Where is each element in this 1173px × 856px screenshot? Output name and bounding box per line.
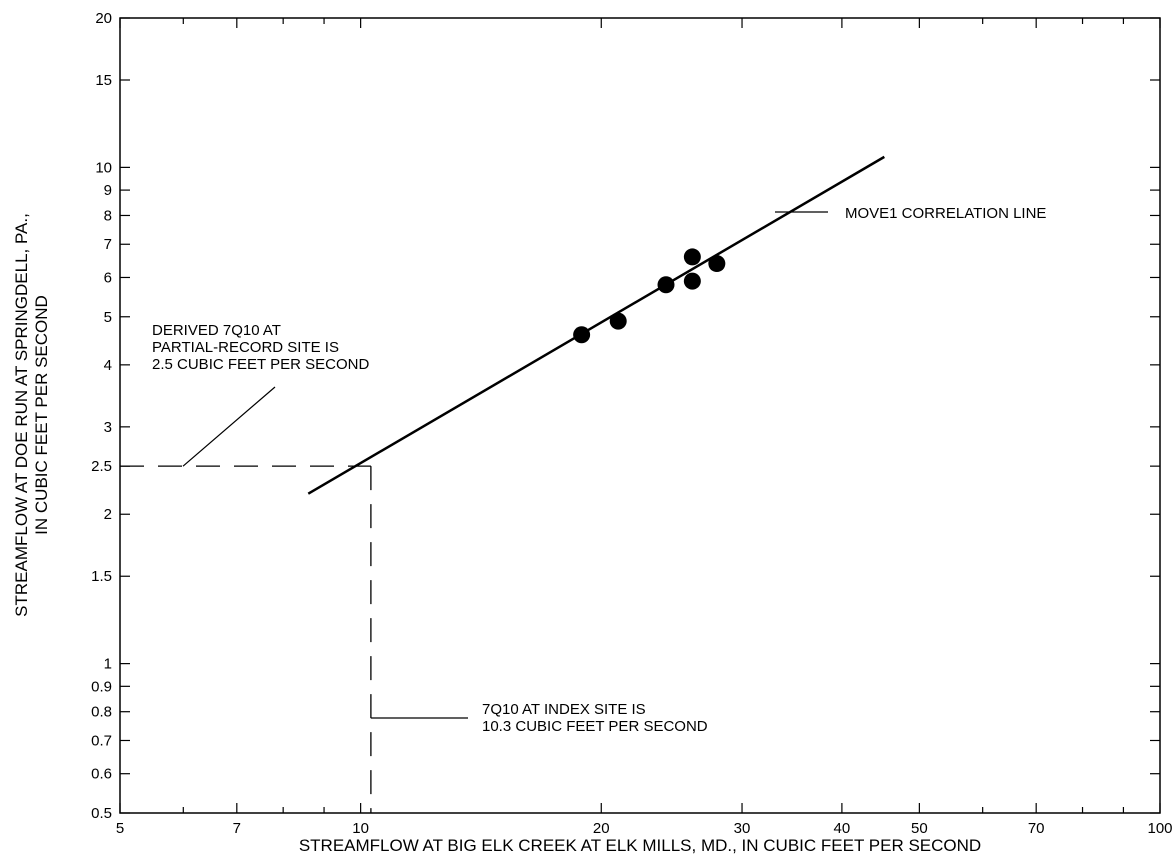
x-tick-label: 40 [834, 820, 851, 837]
x-axis-title: STREAMFLOW AT BIG ELK CREEK AT ELK MILLS… [299, 836, 981, 855]
index-7q10-label: 10.3 CUBIC FEET PER SECOND [482, 718, 708, 735]
data-point [683, 272, 701, 290]
data-point [683, 248, 701, 266]
data-point [609, 312, 627, 330]
data-point [573, 326, 591, 344]
move1-correlation-line [307, 155, 885, 495]
y-tick-label: 5 [104, 309, 112, 326]
y-tick-label: 3 [104, 419, 112, 436]
y-tick-label: 8 [104, 207, 112, 224]
x-tick-label: 5 [116, 820, 124, 837]
y-tick-label: 6 [104, 269, 112, 286]
y-tick-label: 0.9 [91, 678, 112, 695]
derived-7q10-label: 2.5 CUBIC FEET PER SECOND [152, 356, 369, 373]
data-series [307, 155, 885, 495]
x-tick-label: 7 [233, 820, 241, 837]
annotations: MOVE1 CORRELATION LINE DERIVED 7Q10 ATPAR… [152, 205, 1046, 735]
y-tick-label: 15 [95, 72, 112, 89]
plot-frame [119, 17, 1161, 814]
y-tick-label: 4 [104, 357, 112, 374]
y-axis-title-line-2: IN CUBIC FEET PER SECOND [32, 295, 51, 535]
derived-7q10-label: PARTIAL-RECORD SITE IS [152, 339, 339, 356]
y-tick-label: 1 [104, 656, 112, 673]
axis-ticks: 5 7 10 20 30 40 50 70 100 0.5 0.6 0.7 0.8 0.9 1 1.5 2 2.5… [91, 10, 1172, 837]
index-7q10-label: 7Q10 AT INDEX SITE IS [482, 701, 646, 718]
y-tick-label: 1.5 [91, 568, 112, 585]
x-tick-label: 50 [911, 820, 928, 837]
y-tick-label: 7 [104, 236, 112, 253]
y-tick-label: 9 [104, 182, 112, 199]
y-tick-label: 10 [95, 159, 112, 176]
x-tick-label: 70 [1028, 820, 1045, 837]
x-tick-label: 100 [1147, 820, 1172, 837]
y-axis-title-line-1: STREAMFLOW AT DOE RUN AT SPRINGDELL, PA.… [12, 213, 31, 617]
derived-7q10-leader-line [182, 386, 276, 467]
y-tick-label: 0.6 [91, 766, 112, 783]
y-tick-label: 20 [95, 10, 112, 27]
data-point [708, 255, 726, 273]
y-tick-label: 0.8 [91, 704, 112, 721]
derived-7q10-label: DERIVED 7Q10 AT [152, 322, 281, 339]
move1-label: MOVE1 CORRELATION LINE [845, 205, 1046, 222]
y-tick-label: 2.5 [91, 458, 112, 475]
x-tick-label: 20 [593, 820, 610, 837]
y-tick-label: 0.7 [91, 732, 112, 749]
x-tick-label: 10 [352, 820, 369, 837]
y-tick-label: 2 [104, 506, 112, 523]
y-tick-label: 0.5 [91, 805, 112, 822]
dashed-guides [120, 465, 372, 813]
x-tick-label: 30 [734, 820, 751, 837]
data-point [657, 276, 675, 294]
